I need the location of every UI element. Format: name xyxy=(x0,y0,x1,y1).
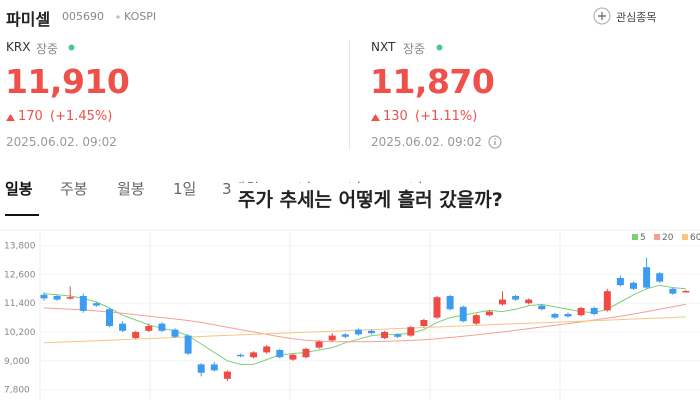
candle-body xyxy=(394,334,402,337)
legend-swatch xyxy=(682,234,688,240)
candle-body xyxy=(315,341,323,348)
ma-line xyxy=(43,284,686,365)
candle-body xyxy=(616,278,624,286)
ma-line xyxy=(43,303,686,343)
tab[interactable]: 1일 xyxy=(173,180,197,198)
legend-label: 20 xyxy=(662,233,674,243)
candle-body xyxy=(381,332,389,338)
exchange: NXT xyxy=(371,40,396,54)
candle-body xyxy=(106,309,113,326)
candle-body xyxy=(669,288,677,294)
candle-body xyxy=(590,308,598,314)
y-tick-label: 10,200 xyxy=(4,328,36,338)
candle-body xyxy=(158,323,166,331)
separator-dot xyxy=(116,15,120,19)
candle-body xyxy=(472,315,480,324)
tab[interactable]: 일봉 xyxy=(5,180,33,198)
tab[interactable]: 월봉 xyxy=(117,180,145,198)
up-arrow xyxy=(6,114,15,121)
exchange: KRX xyxy=(6,40,31,54)
legend-label: 5 xyxy=(640,233,646,243)
candle-body xyxy=(564,314,572,317)
y-tick-label: 7,800 xyxy=(4,386,30,396)
caption: 주가 추세는 어떻게 흘러 갔을까? xyxy=(232,183,509,214)
candle-body xyxy=(145,326,153,331)
candle-body xyxy=(368,330,375,334)
candle-body xyxy=(79,296,87,311)
candle-body xyxy=(223,371,231,379)
candle-body xyxy=(263,346,271,353)
candle-body xyxy=(250,352,258,358)
price: 11,870 xyxy=(370,62,495,101)
candle-body xyxy=(551,314,559,318)
candle-body xyxy=(184,335,192,354)
legend-label: 60 xyxy=(690,233,700,243)
watch-button[interactable]: 관심종목 xyxy=(616,11,657,24)
candle-body xyxy=(210,364,218,371)
candle-body xyxy=(643,267,651,288)
y-tick-label: 13,800 xyxy=(4,242,36,252)
candle-body xyxy=(119,323,127,331)
stock-name: 파미셀 xyxy=(6,10,51,29)
status: 장중 xyxy=(403,42,426,56)
candle-body xyxy=(603,291,611,311)
candle-body xyxy=(53,296,61,300)
candle-body xyxy=(459,306,467,322)
krx-quote: KRX 장중 11,910 170 (+1.45%) 2025.06.02. 0… xyxy=(0,40,350,160)
change-pct: (+1.11%) xyxy=(415,109,478,124)
tab[interactable]: 주봉 xyxy=(60,180,88,198)
candle-body xyxy=(433,297,441,318)
watch-icon[interactable] xyxy=(593,7,611,25)
up-arrow xyxy=(371,114,380,121)
candle-body xyxy=(171,329,179,337)
candle-body xyxy=(485,311,493,316)
candle-body xyxy=(538,305,546,310)
info-icon[interactable] xyxy=(488,135,502,149)
candle-body xyxy=(577,308,585,316)
candle-body xyxy=(512,296,520,300)
candle-body xyxy=(66,297,74,299)
status-dot xyxy=(436,44,443,51)
price: 11,910 xyxy=(5,62,130,101)
y-tick-label: 12,600 xyxy=(4,270,36,280)
candle-body xyxy=(499,299,506,305)
candle-body xyxy=(328,335,336,341)
candle-body xyxy=(289,354,297,360)
candle-body xyxy=(92,303,100,306)
candle-body xyxy=(132,332,140,338)
candle-body xyxy=(630,282,637,289)
candle-body xyxy=(446,296,454,310)
candle-body xyxy=(302,348,310,358)
candle-body xyxy=(420,320,428,326)
y-tick-label: 11,400 xyxy=(4,299,36,309)
divider xyxy=(349,40,350,150)
ma-line xyxy=(43,316,686,344)
candle-body xyxy=(341,334,349,337)
candle-body xyxy=(682,290,690,293)
time: 2025.06.02. 09:02 xyxy=(371,135,482,149)
status-dot xyxy=(68,44,75,51)
stock-code: 005690 xyxy=(62,10,104,23)
candle-body xyxy=(237,354,244,357)
y-tick-label: 9,000 xyxy=(4,357,30,367)
change-pct: (+1.45%) xyxy=(50,109,113,124)
status: 장중 xyxy=(36,42,59,56)
candle-body xyxy=(276,350,284,358)
time: 2025.06.02. 09:02 xyxy=(6,135,117,149)
candle-body xyxy=(197,364,205,373)
change: 170 xyxy=(18,109,43,124)
market: KOSPI xyxy=(124,10,157,23)
nxt-quote: NXT 장중 11,870 130 (+1.11%) 2025.06.02. 0… xyxy=(365,40,700,160)
candle-body xyxy=(407,327,415,336)
legend-swatch xyxy=(632,234,638,240)
candle-body xyxy=(354,329,362,335)
change: 130 xyxy=(383,109,408,124)
candle-body xyxy=(525,299,533,304)
candle-body xyxy=(40,294,48,299)
legend-swatch xyxy=(654,234,660,240)
tab-underline xyxy=(5,214,39,216)
candle-body xyxy=(656,273,664,282)
